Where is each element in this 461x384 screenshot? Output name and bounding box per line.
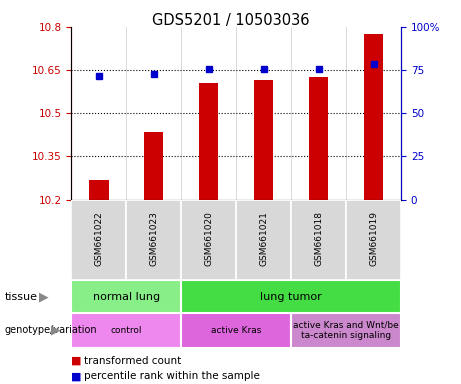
Bar bbox=[181, 200, 236, 280]
Text: tissue: tissue bbox=[5, 291, 38, 302]
Text: active Kras and Wnt/be
ta-catenin signaling: active Kras and Wnt/be ta-catenin signal… bbox=[293, 321, 399, 340]
Text: lung tumor: lung tumor bbox=[260, 291, 322, 302]
Bar bbox=[291, 313, 401, 348]
Bar bbox=[71, 200, 126, 280]
Bar bbox=[291, 200, 346, 280]
Text: normal lung: normal lung bbox=[93, 291, 160, 302]
Text: percentile rank within the sample: percentile rank within the sample bbox=[84, 371, 260, 381]
Bar bbox=[126, 200, 181, 280]
Text: genotype/variation: genotype/variation bbox=[5, 325, 97, 335]
Text: GDS5201 / 10503036: GDS5201 / 10503036 bbox=[152, 13, 309, 28]
Text: control: control bbox=[111, 326, 142, 335]
Bar bbox=[346, 200, 401, 280]
Text: ▶: ▶ bbox=[39, 290, 48, 303]
Text: ▶: ▶ bbox=[52, 324, 61, 337]
Bar bbox=[71, 280, 181, 313]
Bar bbox=[144, 132, 164, 200]
Bar bbox=[199, 83, 219, 200]
Bar bbox=[71, 313, 181, 348]
Bar bbox=[181, 280, 401, 313]
Bar bbox=[89, 179, 108, 200]
Text: GSM661021: GSM661021 bbox=[259, 211, 268, 266]
Bar bbox=[309, 77, 328, 200]
Text: GSM661020: GSM661020 bbox=[204, 211, 213, 266]
Bar bbox=[181, 313, 291, 348]
Bar bbox=[364, 34, 383, 200]
Text: ■: ■ bbox=[71, 356, 82, 366]
Bar bbox=[236, 200, 291, 280]
Bar bbox=[254, 80, 273, 200]
Text: active Kras: active Kras bbox=[211, 326, 261, 335]
Text: GSM661018: GSM661018 bbox=[314, 211, 323, 266]
Text: GSM661023: GSM661023 bbox=[149, 211, 159, 266]
Text: transformed count: transformed count bbox=[84, 356, 182, 366]
Text: ■: ■ bbox=[71, 371, 82, 381]
Text: GSM661019: GSM661019 bbox=[369, 211, 378, 266]
Text: GSM661022: GSM661022 bbox=[95, 211, 103, 266]
